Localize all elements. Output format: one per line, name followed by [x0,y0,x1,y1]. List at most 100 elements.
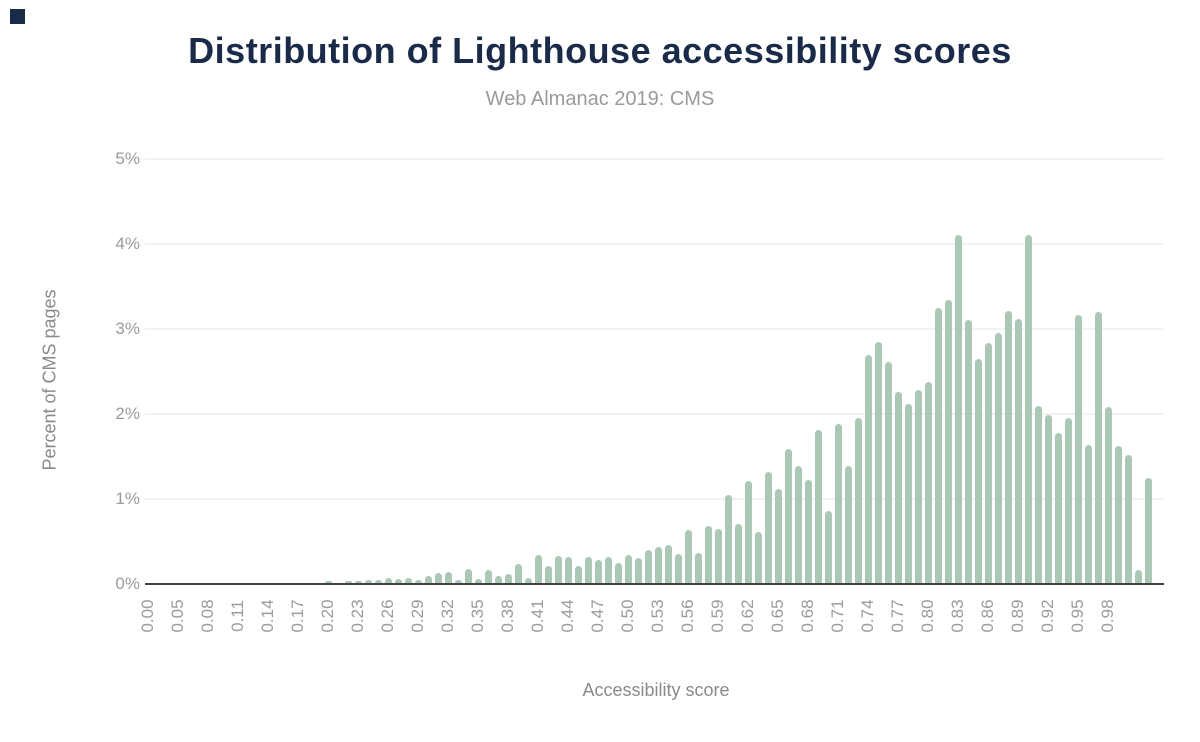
x-tick-label: 0.23 [348,599,367,633]
bar [964,320,972,583]
bar [1094,312,1102,583]
bar [1144,478,1152,583]
x-tick-label: 0.80 [918,599,937,633]
bar [714,529,722,583]
bar [884,362,892,583]
bar [804,480,812,583]
bar [934,308,942,583]
bar [604,557,612,583]
bar [1104,407,1112,583]
gridline-1% [145,498,1164,500]
x-axis-line [145,583,1164,585]
y-tick-label: 5% [115,149,140,168]
bar [574,566,582,583]
bar [674,554,682,583]
y-tick-label: 3% [115,319,140,338]
x-tick-label: 0.14 [258,599,277,633]
x-tick-label: 0.77 [888,599,907,633]
bar [404,578,412,583]
bar [1074,315,1082,583]
bar [1004,311,1012,583]
chart-title: Distribution of Lighthouse accessibility… [188,30,1012,71]
bar [414,580,422,583]
x-tick-label: 0.05 [168,599,187,633]
bar [844,466,852,583]
x-tick-label: 0.65 [768,599,787,633]
y-tick-label: 1% [115,489,140,508]
bar [914,390,922,583]
gridline-4% [145,243,1164,245]
x-tick-label: 0.26 [378,599,397,633]
bar [644,550,652,583]
bar [834,424,842,583]
bar [694,553,702,583]
y-axis-title: Percent of CMS pages [39,289,60,471]
x-tick-label: 0.71 [828,599,847,633]
x-tick-label: 0.98 [1098,599,1117,633]
bar [924,382,932,583]
bar [374,580,382,583]
y-tick-label: 4% [115,234,140,253]
bar [504,574,512,583]
bar [734,524,742,583]
bar [944,300,952,583]
x-tick-label: 0.83 [948,599,967,633]
x-tick-label: 0.35 [468,599,487,633]
bar [954,235,962,583]
x-tick-label: 0.62 [738,599,757,633]
bar [394,579,402,583]
corner-marker [10,9,25,24]
bar [1014,319,1022,583]
bar [724,495,732,583]
bar [1124,455,1132,583]
x-tick-label: 0.50 [618,599,637,633]
bar [544,566,552,583]
x-tick-label: 0.92 [1038,599,1057,633]
gridline-2% [145,413,1164,415]
bar [874,342,882,583]
bar [1054,433,1062,583]
x-tick-label: 0.29 [408,599,427,633]
bar [824,511,832,583]
bar [494,576,502,583]
bar [534,555,542,583]
bar [754,532,762,583]
bar [564,557,572,583]
bar [1134,570,1142,583]
bar [1064,418,1072,583]
bar [454,580,462,583]
x-tick-label: 0.95 [1068,599,1087,633]
x-tick-label: 0.44 [558,599,577,633]
bar [614,563,622,583]
x-tick-label: 0.32 [438,599,457,633]
x-tick-label: 0.74 [858,599,877,633]
bar [764,472,772,583]
x-axis-title: Accessibility score [582,680,730,700]
x-tick-label: 0.20 [318,599,337,633]
bar [524,578,532,583]
bar [774,489,782,583]
bar [474,579,482,583]
x-tick-label: 0.68 [798,599,817,633]
bar [444,572,452,583]
bar [894,392,902,583]
bar [464,569,472,583]
bar [854,418,862,583]
x-tick-label: 0.47 [588,599,607,633]
bar [814,430,822,583]
bar [584,557,592,583]
x-tick-label: 0.86 [978,599,997,633]
bar [634,558,642,583]
x-tick-label: 0.59 [708,599,727,633]
bar [664,545,672,583]
bar [784,449,792,583]
x-tick-label: 0.53 [648,599,667,633]
bar [984,343,992,583]
bar [1084,445,1092,583]
x-tick-label: 0.17 [288,599,307,633]
bar [654,547,662,583]
bar [704,526,712,583]
bar [1024,235,1032,583]
bar [974,359,982,583]
